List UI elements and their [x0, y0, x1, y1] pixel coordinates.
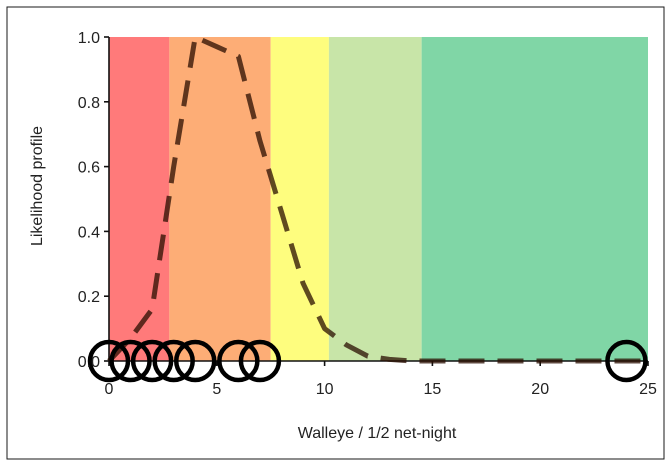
band-2: [270, 37, 329, 361]
y-axis-label: Likelihood profile: [29, 126, 46, 246]
y-tick-label: 1.0: [78, 30, 100, 47]
y-tick-label: 0.8: [78, 95, 100, 112]
y-tick-label: 0.4: [78, 224, 100, 241]
series-layer: [107, 34, 648, 364]
x-tick-label: 20: [531, 381, 549, 398]
observation-point: [152, 339, 195, 383]
band-0: [109, 37, 170, 361]
x-tick-label: 0: [105, 381, 114, 398]
x-tick-label: 10: [316, 381, 334, 398]
observation-point: [217, 339, 260, 383]
y-tick-label: 0.2: [78, 289, 100, 306]
band-layer: [109, 37, 648, 361]
band-1: [169, 37, 271, 361]
x-tick-label: 15: [424, 381, 442, 398]
x-tick-label: 25: [639, 381, 657, 398]
observation-point: [130, 339, 174, 383]
tick-label-layer: 0.0 0.2 0.4 0.6 0.8 1.0 0 5 10 15 20 25: [78, 30, 657, 398]
observation-point: [605, 339, 648, 383]
y-tick-label: 0.0: [78, 354, 100, 371]
observation-point: [238, 339, 282, 383]
y-tick-label: 0.6: [78, 160, 100, 177]
x-axis-label: Walleye / 1/2 net-night: [298, 425, 457, 442]
observation-layer: [87, 339, 648, 383]
observation-point: [109, 339, 152, 383]
band-3: [328, 37, 422, 361]
observation-point: [173, 339, 217, 383]
likelihood-profile-line: [107, 34, 648, 364]
observation-point: [87, 339, 131, 383]
band-4: [421, 37, 648, 361]
x-tick-label: 5: [212, 381, 221, 398]
